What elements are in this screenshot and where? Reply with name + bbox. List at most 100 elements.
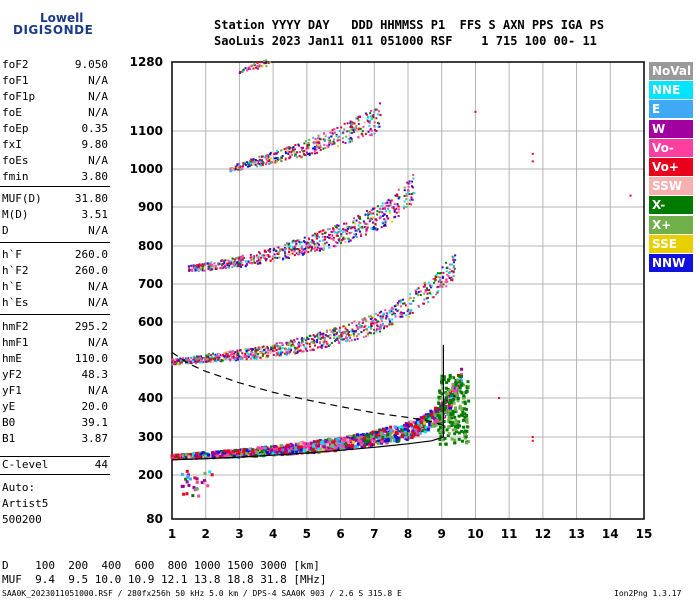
- echo-point: [203, 358, 206, 361]
- echo-point: [290, 443, 294, 447]
- echo-point: [225, 352, 228, 355]
- echo-point: [247, 66, 250, 69]
- echo-point: [327, 139, 330, 142]
- echo-point: [464, 435, 468, 439]
- echo-point: [376, 228, 379, 231]
- echo-point: [415, 291, 418, 294]
- echo-point: [445, 278, 448, 281]
- echo-point: [305, 243, 308, 246]
- echo-point: [425, 419, 429, 423]
- echo-point: [316, 246, 319, 249]
- echo-point: [258, 163, 261, 166]
- echo-point: [351, 328, 354, 331]
- echo-point: [451, 397, 455, 401]
- echo-point: [272, 353, 275, 356]
- echo-point: [338, 329, 341, 332]
- echo-point: [295, 248, 298, 251]
- echo-point: [446, 434, 450, 438]
- echo-point: [332, 236, 335, 239]
- echo-point: [379, 315, 382, 318]
- echo-point: [276, 256, 279, 259]
- echo-point: [372, 319, 375, 322]
- echo-point: [462, 383, 466, 387]
- echo-point: [445, 261, 448, 264]
- echo-point: [254, 350, 257, 353]
- echo-point: [251, 354, 254, 357]
- echo-point: [201, 269, 204, 272]
- echo-point: [449, 405, 453, 409]
- echo-point: [292, 351, 295, 354]
- echo-point: [314, 250, 317, 253]
- echo-point: [282, 444, 286, 448]
- echo-point: [343, 128, 346, 131]
- echo-point: [456, 396, 460, 400]
- x-tick-label: 2: [202, 527, 210, 541]
- echo-point: [373, 328, 376, 331]
- echo-point: [276, 156, 279, 159]
- echo-point: [435, 293, 438, 296]
- echo-point: [391, 220, 394, 223]
- echo-point: [241, 254, 244, 257]
- echo-point: [239, 349, 242, 352]
- echo-point: [342, 446, 346, 450]
- echo-point: [340, 447, 344, 451]
- echo-point: [245, 350, 248, 353]
- separator: [0, 314, 110, 315]
- logo-lowell: Lowell: [40, 11, 84, 25]
- echo-point: [427, 296, 430, 299]
- echo-point: [243, 162, 246, 165]
- echo-point: [301, 339, 304, 342]
- echo-point: [187, 455, 191, 459]
- echo-point: [271, 345, 274, 348]
- echo-point: [263, 249, 266, 252]
- echo-point: [202, 265, 205, 268]
- echo-point: [385, 210, 388, 213]
- legend-item-sse: SSE: [649, 234, 693, 253]
- echo-point: [215, 356, 218, 359]
- echo-point: [355, 117, 358, 120]
- echo-point: [293, 346, 296, 349]
- echo-point: [443, 436, 447, 440]
- echo-point: [440, 374, 444, 378]
- echo-point: [236, 449, 240, 453]
- echo-point: [261, 346, 264, 349]
- echo-point: [293, 246, 296, 249]
- echo-point: [377, 434, 381, 438]
- echo-point: [373, 207, 376, 210]
- echo-point: [429, 284, 432, 287]
- echo-point: [266, 345, 269, 348]
- echo-point: [208, 264, 211, 267]
- echo-point: [273, 153, 276, 156]
- echo-point: [409, 310, 412, 313]
- echo-point: [296, 239, 299, 242]
- x-tick-label: 8: [404, 527, 412, 541]
- echo-point: [397, 208, 400, 211]
- echo-point: [317, 447, 321, 451]
- echo-point: [207, 360, 210, 363]
- param-row-c-level: C-level 44: [2, 458, 108, 474]
- echo-point: [391, 318, 394, 321]
- echo-point: [266, 356, 269, 359]
- echo-point: [301, 445, 305, 449]
- echo-point: [257, 446, 261, 450]
- echo-point: [453, 438, 457, 442]
- echo-point: [245, 263, 248, 266]
- echo-point: [397, 188, 400, 191]
- echo-point: [439, 276, 442, 279]
- echo-point: [340, 229, 343, 232]
- echo-point: [446, 413, 450, 417]
- echo-point: [272, 249, 275, 252]
- echo-point: [450, 437, 454, 441]
- echo-point: [344, 230, 347, 233]
- echo-point: [448, 268, 451, 271]
- echo-point: [294, 143, 297, 146]
- echo-point: [296, 450, 300, 454]
- echo-point: [385, 312, 388, 315]
- echo-point: [446, 379, 450, 383]
- echo-point: [342, 325, 345, 328]
- echo-point: [265, 65, 268, 68]
- echo-point: [423, 281, 426, 284]
- echo-point: [460, 373, 464, 377]
- echo-point: [275, 161, 278, 164]
- echo-point: [227, 259, 230, 262]
